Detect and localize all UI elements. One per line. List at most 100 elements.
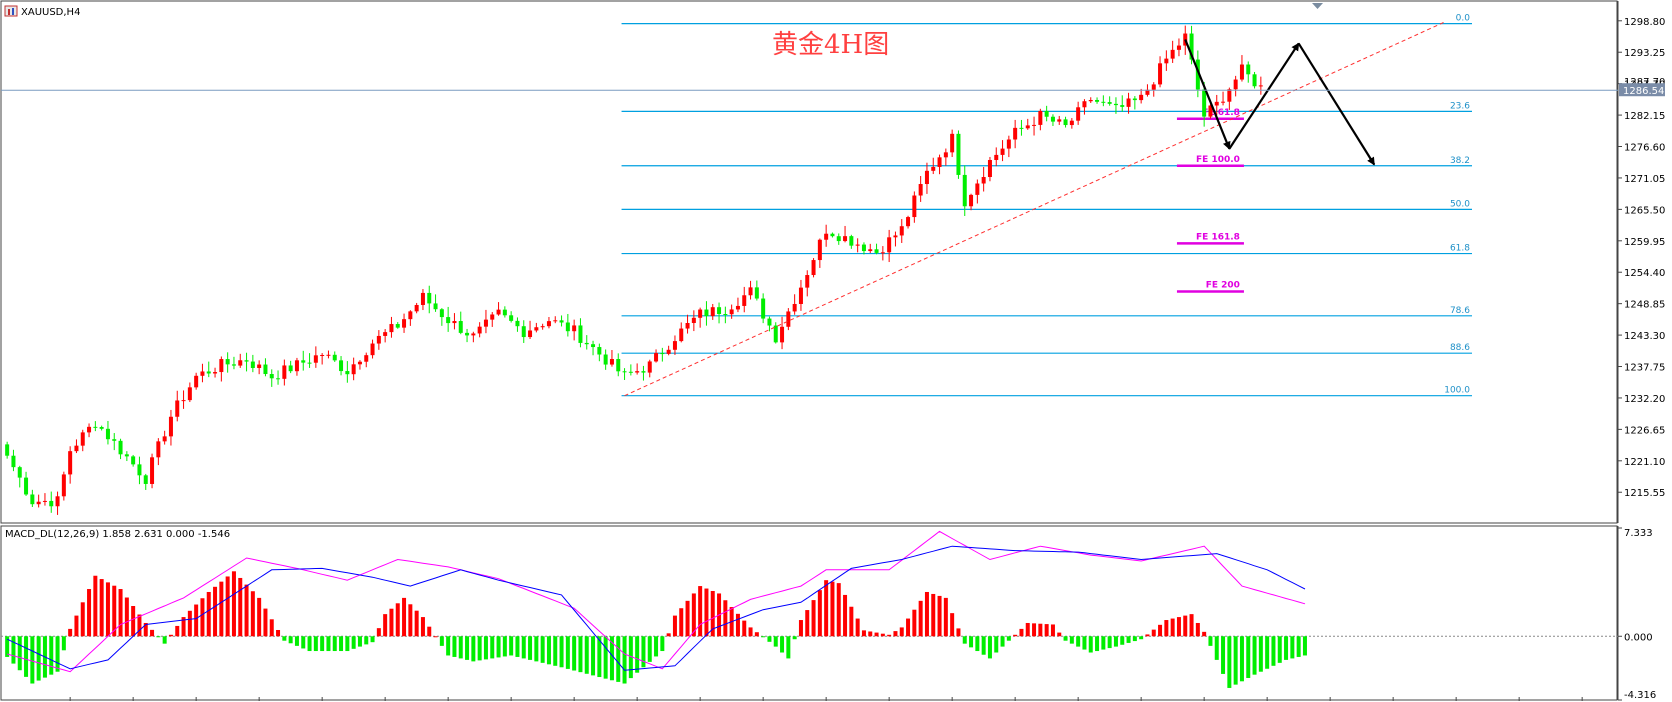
macd-hist-bar — [471, 636, 476, 662]
macd-hist-bar — [1221, 636, 1226, 674]
macd-hist-bar — [1050, 624, 1055, 637]
price-tick-label: 1254.40 — [1624, 268, 1665, 279]
candle-body — [181, 400, 186, 402]
macd-hist-bar — [263, 608, 268, 637]
macd-hist-bar — [55, 636, 60, 672]
candle-body — [471, 333, 476, 336]
candle-body — [332, 354, 337, 361]
candle-body — [1082, 101, 1087, 108]
macd-hist-bar — [924, 591, 929, 637]
candle-body — [483, 319, 488, 327]
candle-body — [105, 428, 110, 440]
trendline[interactable] — [624, 22, 1444, 397]
candle-body — [1057, 119, 1062, 122]
macd-hist-bar — [685, 600, 690, 637]
candle-body — [263, 364, 268, 375]
candle-body — [622, 371, 627, 373]
candle-body — [861, 244, 866, 252]
macd-hist-bar — [792, 636, 797, 640]
macd-hist-bar — [276, 629, 281, 637]
candle-body — [817, 239, 822, 261]
macd-hist-bar — [1057, 632, 1062, 637]
macd-hist-bar — [1290, 636, 1295, 659]
candle-body — [937, 157, 942, 167]
candle-body — [294, 360, 299, 372]
macd-hist-bar — [849, 606, 854, 637]
candle-body — [87, 426, 92, 433]
candle-body — [357, 361, 362, 365]
macd-hist-bar — [584, 636, 589, 674]
candle-body — [376, 335, 381, 344]
macd-hist-bar — [320, 636, 325, 652]
macd-hist-bar — [213, 586, 218, 637]
candle-body — [276, 378, 281, 380]
candle-body — [1063, 119, 1068, 126]
macd-hist-bar — [1271, 636, 1276, 666]
macd-hist-bar — [36, 636, 41, 681]
fibonacci-expansion[interactable]: FE 61.8 FE 100.0 FE 161.8 FE 200 — [1176, 108, 1244, 293]
candle-body — [572, 325, 577, 332]
candle-body — [118, 440, 123, 455]
candle-body — [956, 133, 961, 175]
candle-body — [906, 217, 911, 227]
macd-hist-bar — [68, 628, 73, 637]
candle-body — [836, 236, 841, 242]
candle-body — [1239, 64, 1244, 80]
candle-body — [49, 500, 54, 507]
candle-body — [767, 318, 772, 326]
price-tick-label: 1265.50 — [1624, 205, 1665, 216]
macd-hist-bar — [521, 636, 526, 659]
price-tick-label: 1293.25 — [1624, 48, 1665, 59]
macd-hist-bar — [635, 636, 640, 673]
candle-body — [1139, 94, 1144, 101]
candle-body — [1120, 105, 1125, 107]
candle-body — [36, 501, 41, 505]
macd-hist-bar — [1032, 623, 1037, 637]
candle-body — [811, 260, 816, 276]
macd-hist-bar — [238, 577, 243, 637]
candle-body — [660, 353, 665, 355]
candle-body — [1233, 79, 1238, 90]
candle-body — [420, 292, 425, 305]
candle-body — [24, 477, 29, 495]
macd-hist-bar — [1246, 636, 1251, 678]
macd-hist-bar — [496, 636, 501, 658]
macd-hist-bar — [124, 597, 129, 637]
candle-body — [609, 358, 614, 365]
candle-body — [307, 362, 312, 364]
candle-body — [427, 292, 432, 304]
candle-body — [162, 436, 167, 442]
candle-body — [206, 371, 211, 374]
macd-hist-bar — [80, 602, 85, 637]
candle-body — [515, 320, 520, 327]
fe-level-label: FE 100.0 — [1196, 155, 1240, 165]
macd-hist-bar — [1019, 628, 1024, 637]
macd-hist-bar — [534, 636, 539, 662]
macd-hist-bar — [118, 589, 123, 637]
projection-arrows[interactable] — [1184, 39, 1376, 166]
macd-indicator-label: MACD_DL(12,26,9) 1.858 2.631 0.000 -1.54… — [5, 529, 230, 540]
macd-hist-bar — [288, 636, 293, 644]
macd-tick-label: -4.316 — [1624, 690, 1656, 701]
macd-hist-bar — [1239, 636, 1244, 682]
candle-body — [244, 360, 249, 362]
macd-hist-bar — [11, 636, 16, 664]
macd-hist-bar — [843, 594, 848, 637]
macd-hist-bar — [370, 636, 375, 643]
trendline-dashed — [624, 22, 1444, 397]
candle-body — [1252, 74, 1257, 87]
fibonacci-retracement[interactable]: 0.0 23.6 38.2 50.0 61.8 78.6 88.6 100.0 — [621, 14, 1472, 397]
candle-body — [1050, 116, 1055, 122]
macd-hist-bar — [5, 636, 10, 657]
macd-hist-bar — [1013, 634, 1018, 637]
fib-level-label: 61.8 — [1450, 244, 1470, 254]
candle-body — [1227, 89, 1232, 102]
candle-body — [93, 426, 98, 428]
candle-body — [452, 321, 457, 324]
candle-body — [383, 332, 388, 336]
macd-hist-bar — [773, 636, 778, 647]
chart-window-icon-bar2 — [12, 8, 14, 15]
macd-hist-bar — [1076, 636, 1081, 647]
macd-hist-bar — [131, 606, 136, 637]
